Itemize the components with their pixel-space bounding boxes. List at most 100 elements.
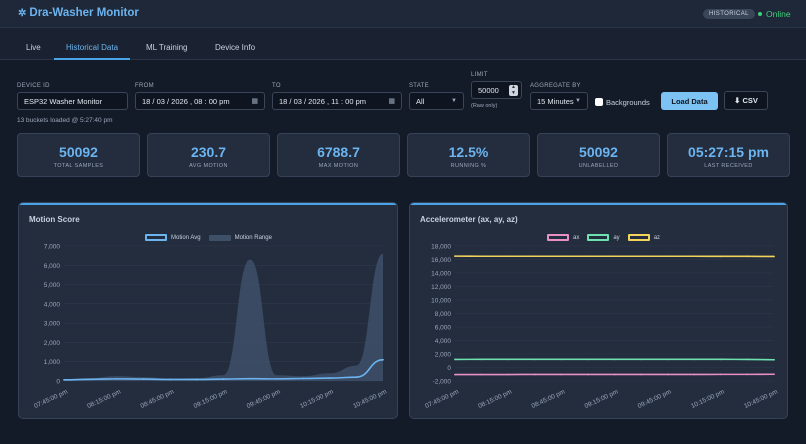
stat-card-last-received: 05:27:15 pm LAST RECEIVED <box>667 133 790 177</box>
ay-point <box>666 358 669 361</box>
y-tick-label: 8,000 <box>435 311 452 318</box>
y-tick-label: -2,000 <box>433 379 452 386</box>
chart-legend: Motion Avg Motion Range <box>145 234 272 241</box>
device-id-value: ESP32 Washer Monitor <box>24 96 103 106</box>
y-tick-label: 16,000 <box>431 257 451 264</box>
aggregate-label: AGGREGATE BY <box>530 83 581 89</box>
y-tick-label: 10,000 <box>431 298 451 305</box>
stat-label: AVG MOTION <box>189 163 228 169</box>
x-tick-label: 07:45:00 pm <box>424 388 460 410</box>
connection-status: Online <box>758 9 791 19</box>
app-title: ✲ Dra-Washer Monitor <box>18 7 139 19</box>
chart-title: Accelerometer (ax, ay, az) <box>420 215 518 224</box>
motion-avg-point <box>355 376 358 379</box>
az-point <box>773 255 775 258</box>
y-tick-label: 2,000 <box>435 352 452 359</box>
legend-swatch[interactable] <box>208 234 231 241</box>
x-tick-label: 10:15:00 pm <box>690 388 726 410</box>
y-tick-label: 4,000 <box>44 301 61 308</box>
ax-point <box>719 373 722 376</box>
az-point <box>507 255 510 258</box>
download-icon: ⬇ <box>734 96 741 105</box>
x-tick-label: 09:45:00 pm <box>637 388 673 410</box>
ay-point <box>587 358 589 361</box>
ay-point <box>454 358 456 361</box>
status-text: Online <box>766 9 791 19</box>
from-datetime-input[interactable]: 18 / 03 / 2026 , 08 : 00 pm ▦ <box>135 92 265 110</box>
az-point <box>719 255 722 258</box>
ay-point <box>693 358 696 361</box>
motion-score-panel: Motion Score Motion Avg Motion Range 0 1,… <box>18 202 398 419</box>
tab-live[interactable]: Live <box>26 43 41 52</box>
accelerometer-chart-svg: -2,000 0 2,000 4,000 6,000 8,000 10,000 12,000 1… <box>424 244 779 411</box>
to-value: 18 / 03 / 2026 , 11 : 00 pm <box>279 96 367 106</box>
y-tick-label: 3,000 <box>44 321 61 328</box>
legend-swatch[interactable] <box>145 234 167 241</box>
y-tick-label: 1,000 <box>44 359 61 366</box>
x-tick-label: 09:15:00 pm <box>193 388 229 410</box>
state-select[interactable]: All ▼ <box>409 92 464 110</box>
chart-title: Motion Score <box>29 215 80 224</box>
legend-swatch[interactable] <box>587 234 610 241</box>
limit-hint: (Raw only) <box>471 103 498 109</box>
motion-avg-point <box>302 377 305 380</box>
panel-accent-bar <box>410 203 787 205</box>
active-tab-indicator <box>54 58 130 60</box>
ay-point <box>480 358 483 361</box>
stat-value: 230.7 <box>190 144 227 160</box>
ax-point <box>560 373 563 376</box>
y-tick-label: 2,000 <box>44 340 61 347</box>
motion-avg-point <box>222 378 225 380</box>
stat-card-max-motion: 6788.7 MAX MOTION <box>277 133 400 177</box>
accelerometer-panel: Accelerometer (ax, ay, az) ax ay az -2,0… <box>409 202 788 419</box>
az-point <box>666 255 669 258</box>
tab-historical-data[interactable]: Historical Data <box>66 43 119 52</box>
y-tick-label: 18,000 <box>431 244 451 251</box>
aggregate-select[interactable]: 15 Minutes ▼ <box>530 92 588 110</box>
motion-avg-point <box>275 377 278 380</box>
motion-avg-point <box>196 378 198 381</box>
ay-point <box>507 358 510 361</box>
tab-device-info[interactable]: Device Info <box>215 43 256 52</box>
from-value: 18 / 03 / 2026 , 08 : 00 pm <box>142 96 230 106</box>
tab-bar: Live Historical Data ML Training Device … <box>0 28 806 60</box>
x-tick-label: 08:45:00 pm <box>530 388 566 410</box>
app-title-text: Dra-Washer Monitor <box>29 7 139 19</box>
stat-label: RUNNING % <box>450 163 487 169</box>
chevron-down-icon: ▼ <box>451 98 457 104</box>
backgrounds-checkbox[interactable] <box>595 98 603 106</box>
device-id-label: DEVICE ID <box>17 83 50 89</box>
ax-point <box>613 373 616 376</box>
ax-point <box>533 373 536 376</box>
az-point <box>640 255 642 258</box>
csv-download-button[interactable]: ⬇ CSV <box>724 91 768 110</box>
legend-swatch[interactable] <box>547 234 569 241</box>
y-tick-label: 6,000 <box>435 325 452 332</box>
legend-swatch[interactable] <box>627 234 650 241</box>
ay-point <box>746 358 749 361</box>
top-bar: ✲ Dra-Washer Monitor HISTORICAL Online <box>0 0 806 28</box>
ay-point <box>560 358 563 361</box>
tab-ml-training[interactable]: ML Training <box>146 43 188 52</box>
x-tick-label: 10:45:00 pm <box>743 388 779 410</box>
y-tick-label: 14,000 <box>431 271 451 278</box>
stat-label: MAX MOTION <box>318 163 359 169</box>
to-datetime-input[interactable]: 18 / 03 / 2026 , 11 : 00 pm ▦ <box>272 92 402 110</box>
y-tick-label: 6,000 <box>44 263 61 270</box>
y-tick-label: 0 <box>56 379 60 386</box>
ay-point <box>640 358 642 361</box>
from-label: FROM <box>135 83 154 89</box>
ax-point <box>587 373 589 376</box>
stepper-icon[interactable]: ▲ ▼ <box>509 84 518 96</box>
stat-label: UNLABELLED <box>578 163 619 169</box>
calendar-icon[interactable]: ▦ <box>251 98 258 105</box>
load-data-button[interactable]: Load Data <box>661 92 718 110</box>
device-id-input[interactable]: ESP32 Washer Monitor <box>17 92 128 110</box>
az-point <box>746 255 749 258</box>
stat-card-total-samples: 50092 TOTAL SAMPLES <box>17 133 140 177</box>
limit-input[interactable]: 50000 ▲ ▼ <box>471 81 522 99</box>
motion-range-area <box>64 253 383 381</box>
calendar-icon[interactable]: ▦ <box>388 98 395 105</box>
ax-point <box>454 373 456 376</box>
y-tick-label: 5,000 <box>44 282 61 289</box>
